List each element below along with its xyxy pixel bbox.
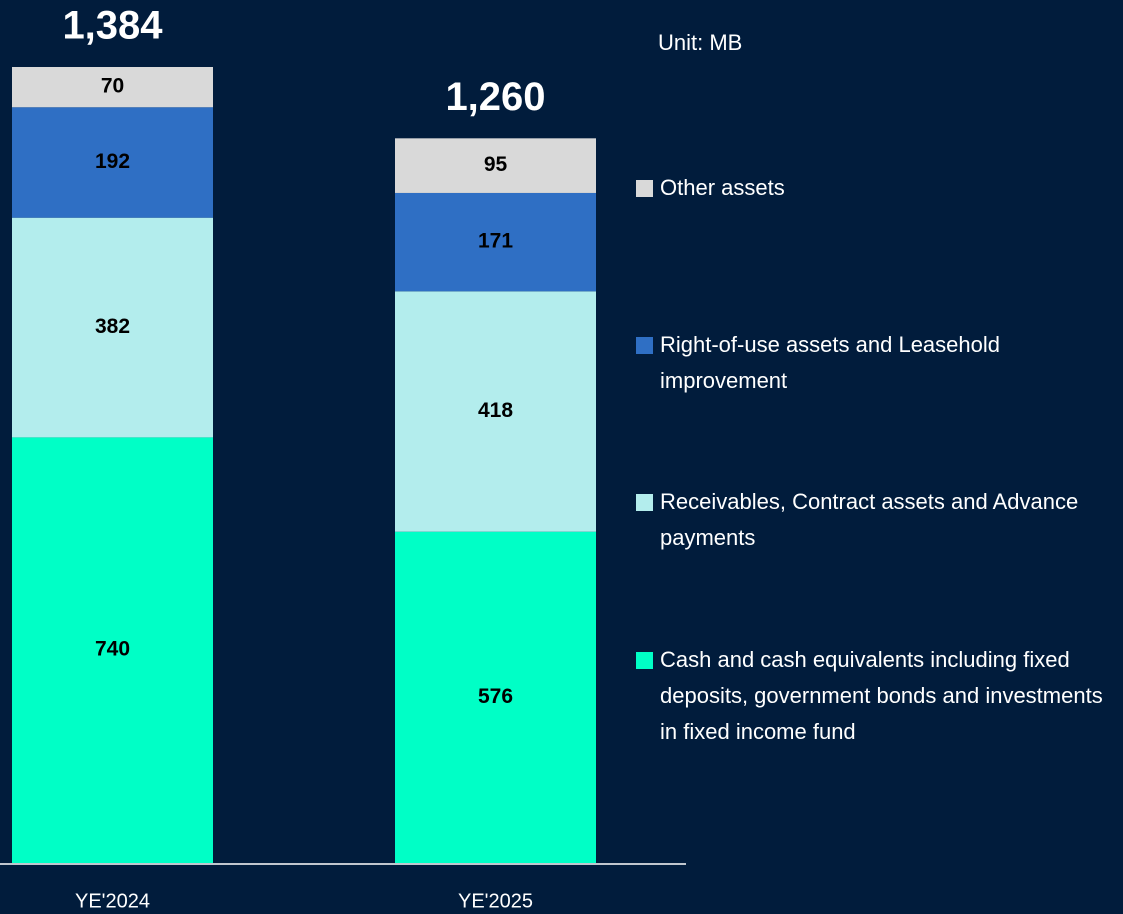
bar-segment [12, 67, 213, 108]
legend-swatch [636, 180, 653, 197]
bar-segment [12, 217, 213, 438]
legend-entry: Cash and cash equivalents including fixe… [636, 642, 1123, 750]
x-tick-label: YE'2025 [458, 890, 533, 912]
unit-label: Unit: MB [658, 30, 743, 55]
value-label: 192 [95, 150, 130, 173]
value-label: 576 [478, 685, 513, 708]
bar-segment [12, 107, 213, 218]
bar-segment [395, 192, 596, 292]
value-label: 418 [478, 399, 513, 422]
legend-swatch [636, 337, 653, 354]
legend-label: Other assets [660, 175, 785, 200]
legend-entry: Other assets [636, 170, 1123, 206]
bar-segment [395, 138, 596, 193]
legend-label: Cash and cash equivalents including fixe… [660, 647, 1103, 744]
legend-label: Right-of-use assets and Leasehold improv… [660, 332, 1000, 393]
value-label: 382 [95, 315, 130, 338]
value-label: 740 [95, 638, 130, 661]
bar-segment [395, 531, 596, 863]
legend-label: Receivables, Contract assets and Advance… [660, 489, 1079, 550]
total-label: 1,260 [445, 75, 545, 119]
legend-swatch [636, 652, 653, 669]
bar-segment [12, 437, 213, 863]
legend-entry: Right-of-use assets and Leasehold improv… [636, 327, 1123, 399]
bar-segment [395, 291, 596, 532]
total-label: 1,384 [62, 4, 163, 48]
legend-entry: Receivables, Contract assets and Advance… [636, 484, 1123, 556]
legend-swatch [636, 494, 653, 511]
value-label: 171 [478, 230, 513, 253]
value-label: 70 [101, 75, 124, 98]
value-label: 95 [484, 153, 508, 176]
x-tick-label: YE'2024 [75, 890, 150, 912]
